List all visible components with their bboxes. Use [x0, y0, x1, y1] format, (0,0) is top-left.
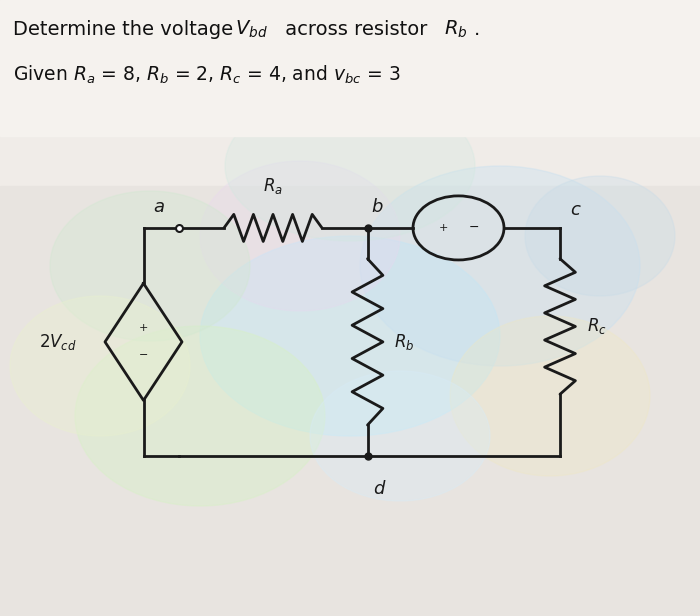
Text: +: + [139, 323, 148, 333]
Text: $2V_{cd}$: $2V_{cd}$ [39, 332, 77, 352]
Ellipse shape [200, 161, 400, 311]
Text: d: d [373, 480, 384, 498]
Ellipse shape [50, 191, 250, 341]
Ellipse shape [450, 316, 650, 476]
Text: a: a [153, 198, 164, 216]
Text: +: + [438, 223, 448, 233]
Text: −: − [139, 351, 148, 360]
Bar [0, 186, 700, 616]
Ellipse shape [75, 326, 325, 506]
Text: $R_c$: $R_c$ [587, 317, 606, 336]
Text: −: − [469, 221, 479, 235]
Text: across resistor: across resistor [279, 20, 434, 39]
Text: c: c [570, 201, 580, 219]
Text: $V_{bd}$: $V_{bd}$ [235, 19, 268, 40]
Ellipse shape [310, 371, 490, 501]
Ellipse shape [525, 176, 675, 296]
Text: $R_b$: $R_b$ [394, 332, 414, 352]
Text: Given $R_a$ = 8, $R_b$ = 2, $R_c$ = 4, and $v_{bc}$ = 3: Given $R_a$ = 8, $R_b$ = 2, $R_c$ = 4, a… [13, 64, 400, 86]
Ellipse shape [200, 236, 500, 436]
Ellipse shape [225, 91, 475, 241]
Text: $R_a$: $R_a$ [263, 176, 283, 196]
Ellipse shape [360, 166, 640, 366]
Ellipse shape [10, 296, 190, 436]
Text: b: b [371, 198, 382, 216]
Text: $R_b$: $R_b$ [444, 19, 468, 40]
Text: Determine the voltage: Determine the voltage [13, 20, 239, 39]
Bar [0, 0, 700, 136]
Text: .: . [474, 20, 480, 39]
